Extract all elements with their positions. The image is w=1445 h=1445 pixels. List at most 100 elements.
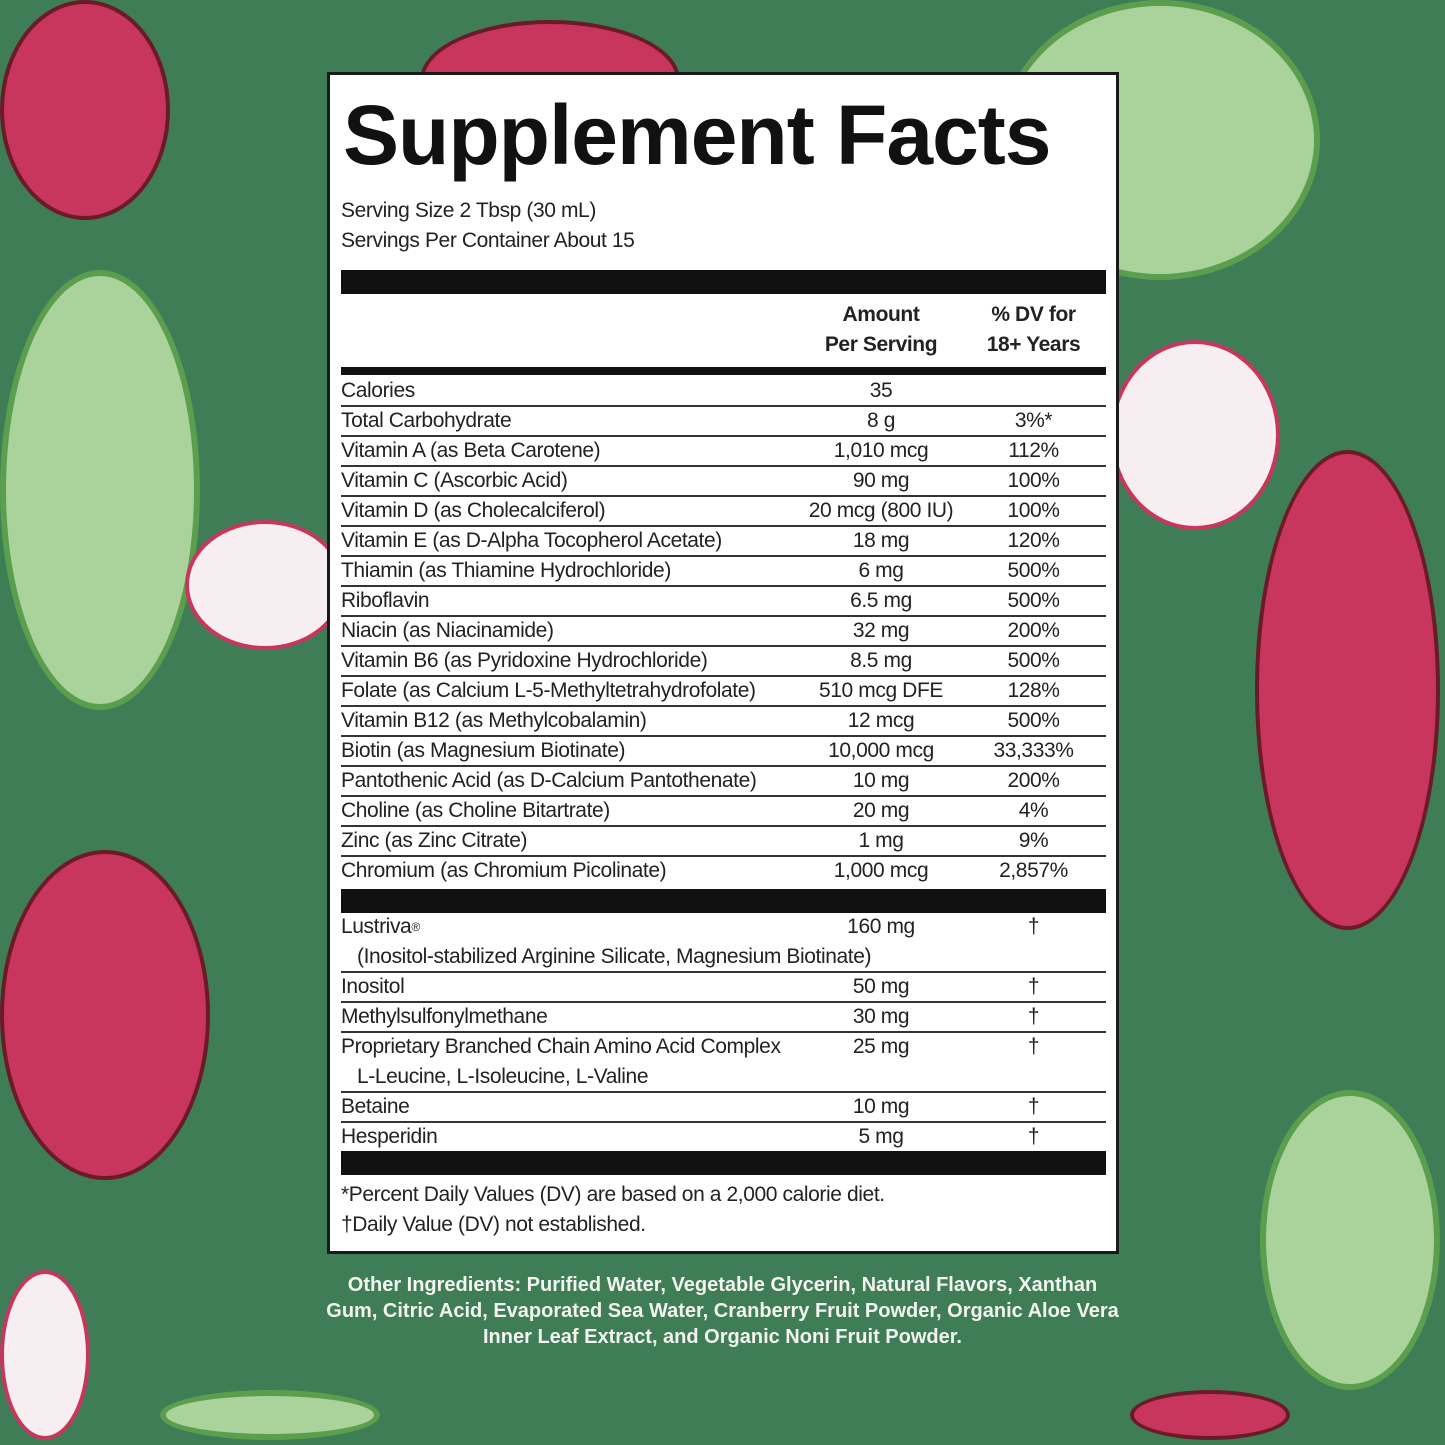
amount-value: 32 mg <box>852 619 910 642</box>
nutrient-name: Vitamin B12 (as Methylcobalamin) <box>341 709 647 732</box>
dv-value: 100% <box>1007 499 1060 522</box>
table-row: Hesperidin 5 mg † <box>341 1123 1106 1153</box>
amount-value: 510 mcg DFE <box>819 679 943 702</box>
dv-value: 100% <box>1007 469 1060 492</box>
nutrient-name: Chromium (as Chromium Picolinate) <box>341 859 667 882</box>
table-row: Vitamin B12 (as Methylcobalamin) 12 mcg 50… <box>341 707 1106 737</box>
nutrient-name: Total Carbohydrate <box>341 409 512 432</box>
dv-value: † <box>1027 1035 1040 1058</box>
other-ingredients: Other Ingredients: Purified Water, Veget… <box>326 1274 1119 1348</box>
dv-value: † <box>1027 915 1040 938</box>
header-divider <box>341 367 1106 375</box>
serving-size: Serving Size 2 Tbsp (30 mL) <box>341 199 596 222</box>
amount-value: 1,010 mcg <box>833 439 929 462</box>
dv-value: 500% <box>1007 589 1060 612</box>
amount-value: 10 mg <box>852 769 910 792</box>
table-row: Proprietary Branched Chain Amino Acid Co… <box>341 1033 1106 1093</box>
nutrient-name: Proprietary Branched Chain Amino Acid Co… <box>341 1035 781 1058</box>
nutrient-name: Choline (as Choline Bitartrate) <box>341 799 610 822</box>
dv-value: 500% <box>1007 709 1060 732</box>
nutrient-detail: L-Leucine, L-Isoleucine, L-Valine <box>357 1065 649 1088</box>
amount-value: 50 mg <box>852 975 910 998</box>
nutrient-name: Lustriva® <box>341 915 420 938</box>
dv-value: 112% <box>1008 439 1059 462</box>
dv-value: 3%* <box>1014 409 1053 432</box>
table-row: Folate (as Calcium L-5-Methyltetrahydrof… <box>341 677 1106 707</box>
registered-mark: ® <box>411 920 420 934</box>
dv-value: † <box>1027 1005 1040 1028</box>
table-row: Zinc (as Zinc Citrate) 1 mg 9% <box>341 827 1106 857</box>
dragon-fruit-slice-illustration <box>1110 340 1280 530</box>
amount-value: 8.5 mg <box>850 649 912 672</box>
table-row: Vitamin B6 (as Pyridoxine Hydrochloride)… <box>341 647 1106 677</box>
supplement-facts-label: Supplement Facts Serving Size 2 Tbsp (30… <box>327 72 1119 1254</box>
nutrient-name: Calories <box>341 379 415 402</box>
dv-value: 128% <box>1007 679 1060 702</box>
amount-value: 10 mg <box>852 1095 910 1118</box>
nutrient-name: Vitamin C (Ascorbic Acid) <box>341 469 568 492</box>
nutrient-name: Inositol <box>341 975 405 998</box>
table-row: Biotin (as Magnesium Biotinate) 10,000 mc… <box>341 737 1106 767</box>
servings-per-container: Servings Per Container About 15 <box>341 229 635 252</box>
nutrient-name: Niacin (as Niacinamide) <box>341 619 554 642</box>
table-row: Riboflavin 6.5 mg 500% <box>341 587 1106 617</box>
table-row: Inositol 50 mg † <box>341 973 1106 1003</box>
table-row: Choline (as Choline Bitartrate) 20 mg 4% <box>341 797 1106 827</box>
dragon-fruit-illustration <box>1130 1390 1290 1440</box>
amount-value: 5 mg <box>858 1125 904 1148</box>
amount-value: 1,000 mcg <box>833 859 929 882</box>
dragon-fruit-slice-illustration <box>185 520 345 650</box>
nutrient-table: Calories 35 Total Carbohydrate 8 g 3%* Vitami… <box>341 377 1106 887</box>
dv-value: † <box>1027 1125 1040 1148</box>
thick-divider <box>341 1151 1106 1175</box>
amount-value: 6.5 mg <box>850 589 912 612</box>
nutrient-name: Vitamin A (as Beta Carotene) <box>341 439 601 462</box>
nutrient-name: Riboflavin <box>341 589 430 612</box>
amount-value: 90 mg <box>852 469 910 492</box>
nutrient-name: Vitamin E (as D-Alpha Tocopherol Acetate… <box>341 529 722 552</box>
amount-value: 12 mcg <box>847 709 915 732</box>
table-row: Vitamin C (Ascorbic Acid) 90 mg 100% <box>341 467 1106 497</box>
amount-value: 6 mg <box>858 559 904 582</box>
dv-value: 33,333% <box>993 739 1074 762</box>
nutrient-name: Vitamin B6 (as Pyridoxine Hydrochloride) <box>341 649 708 672</box>
thick-divider <box>341 270 1106 294</box>
nutrient-name: Biotin (as Magnesium Biotinate) <box>341 739 626 762</box>
nutrient-name: Hesperidin <box>341 1125 438 1148</box>
footnote-dv: *Percent Daily Values (DV) are based on … <box>341 1183 885 1206</box>
label-title: Supplement Facts <box>343 88 1051 182</box>
amount-value: 18 mg <box>852 529 910 552</box>
nutrient-detail: (Inositol-stabilized Arginine Silicate, … <box>357 945 872 968</box>
amount-value: 1 mg <box>858 829 904 852</box>
amount-value: 25 mg <box>852 1035 910 1058</box>
table-row: Vitamin E (as D-Alpha Tocopherol Acetate… <box>341 527 1106 557</box>
amount-value: 20 mcg (800 IU) <box>808 499 954 522</box>
table-row: Betaine 10 mg † <box>341 1093 1106 1123</box>
table-row: Vitamin A (as Beta Carotene) 1,010 mcg 112… <box>341 437 1106 467</box>
dv-value: 120% <box>1007 529 1060 552</box>
dv-value: 200% <box>1007 619 1060 642</box>
nutrient-name: Zinc (as Zinc Citrate) <box>341 829 528 852</box>
dv-value: 500% <box>1007 649 1060 672</box>
dv-value: 500% <box>1007 559 1060 582</box>
dv-value: 9% <box>1018 829 1049 852</box>
table-row: Vitamin D (as Cholecalciferol) 20 mcg (80… <box>341 497 1106 527</box>
amount-value: 20 mg <box>852 799 910 822</box>
avocado-illustration <box>1260 1090 1440 1390</box>
dv-header: % DV for 18+ Years <box>986 303 1081 356</box>
nutrient-name: Betaine <box>341 1095 410 1118</box>
nutrient-name: Folate (as Calcium L-5-Methyltetrahydrof… <box>341 679 756 702</box>
nutrient-name: Thiamin (as Thiamine Hydrochloride) <box>341 559 671 582</box>
nutrient-name: Pantothenic Acid (as D-Calcium Pantothen… <box>341 769 757 792</box>
footnote-dagger: †Daily Value (DV) not established. <box>341 1213 646 1236</box>
dv-value: 4% <box>1018 799 1049 822</box>
thick-divider <box>341 889 1106 913</box>
table-row: Methylsulfonylmethane 30 mg † <box>341 1003 1106 1033</box>
amount-header: Amount Per Serving <box>824 303 938 356</box>
amount-value: 30 mg <box>852 1005 910 1028</box>
nutrient-name: Methylsulfonylmethane <box>341 1005 548 1028</box>
dv-value: † <box>1027 975 1040 998</box>
dragon-fruit-slice-illustration <box>0 1270 90 1440</box>
table-row: Total Carbohydrate 8 g 3%* <box>341 407 1106 437</box>
avocado-illustration <box>0 270 200 710</box>
